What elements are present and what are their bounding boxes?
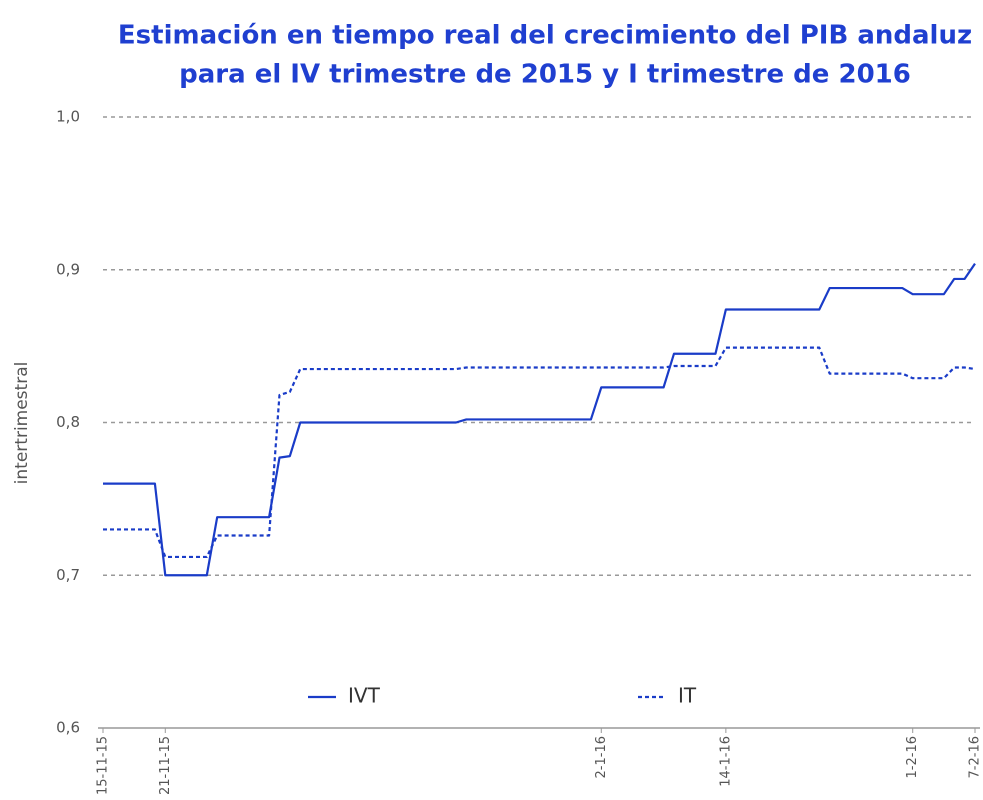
chart-title: Estimación en tiempo real del crecimient… xyxy=(118,21,972,51)
y-tick-label: 0,8 xyxy=(56,413,80,431)
y-tick-label: 0,6 xyxy=(56,719,80,737)
chart-title: para el IV trimestre de 2015 y I trimest… xyxy=(179,60,911,90)
y-tick-label: 0,9 xyxy=(56,260,80,278)
series-line xyxy=(103,346,976,559)
y-tick-label: 1,0 xyxy=(56,108,80,126)
x-tick-label: 2-1-16 xyxy=(594,736,609,778)
x-tick-label: 7-2-16 xyxy=(968,736,983,778)
legend-label: IT xyxy=(678,684,697,708)
legend-label: IVT xyxy=(348,684,381,708)
y-tick-label: 0,7 xyxy=(56,566,80,584)
x-tick-label: 14-1-16 xyxy=(718,736,733,787)
series-line xyxy=(103,263,976,577)
x-tick-label: 1-2-16 xyxy=(905,736,920,778)
y-axis-label: intertrimestral xyxy=(12,362,32,485)
x-tick-label: 15-11-15 xyxy=(96,736,111,795)
x-tick-label: 21-11-15 xyxy=(158,736,173,795)
